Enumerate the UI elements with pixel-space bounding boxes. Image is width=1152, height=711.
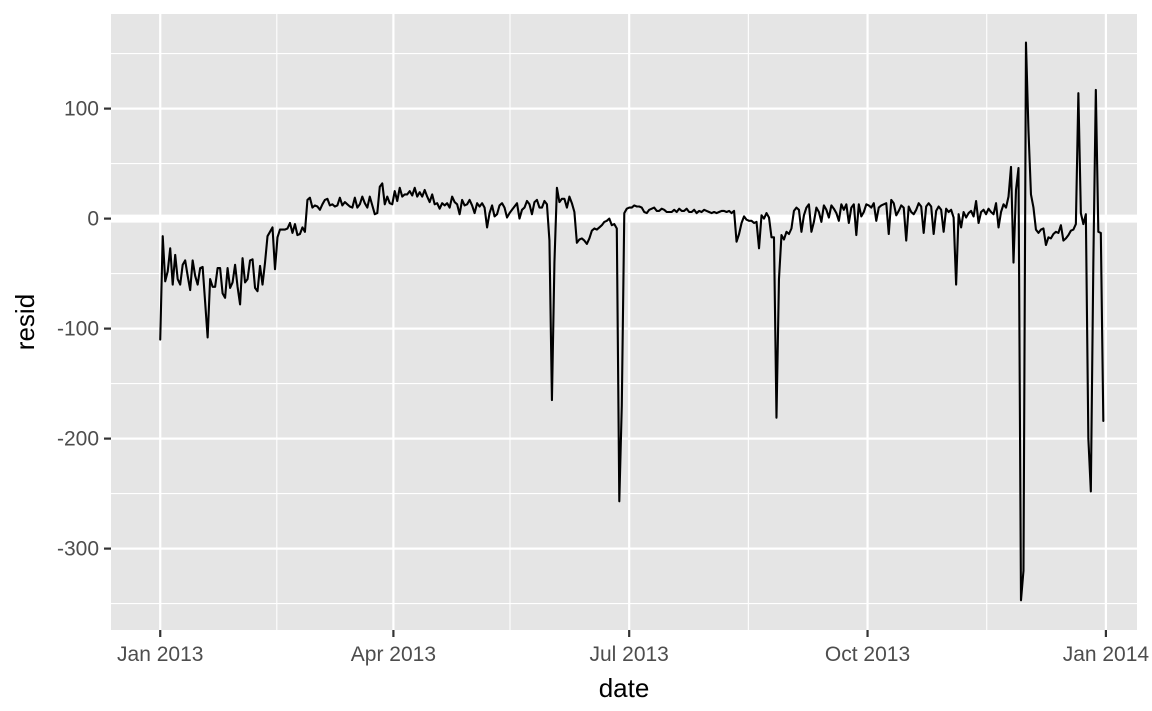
y-tick-label: -300 [57,538,99,561]
x-tick-label: Oct 2013 [825,643,910,666]
x-tick-label: Jan 2013 [117,643,203,666]
x-tick-label: Apr 2013 [351,643,436,666]
axes: Jan 2013 Apr 2013 Jul 2013 Oct 2013 Jan 2014… [57,98,1149,666]
resid-series-line [159,41,1105,602]
panel-background [111,14,1137,630]
series-layer [159,41,1105,602]
grid-lines [111,14,1137,630]
plot-panel [111,14,1137,630]
y-tick-label: -100 [57,318,99,341]
x-axis-title: date [599,673,650,703]
y-tick-label: -200 [57,428,99,451]
y-tick-label: 0 [87,208,99,231]
y-tick-label: 100 [64,98,99,121]
x-tick-label: Jan 2014 [1063,643,1150,666]
y-axis-title: resid [10,294,40,350]
x-tick-label: Jul 2013 [589,643,668,666]
